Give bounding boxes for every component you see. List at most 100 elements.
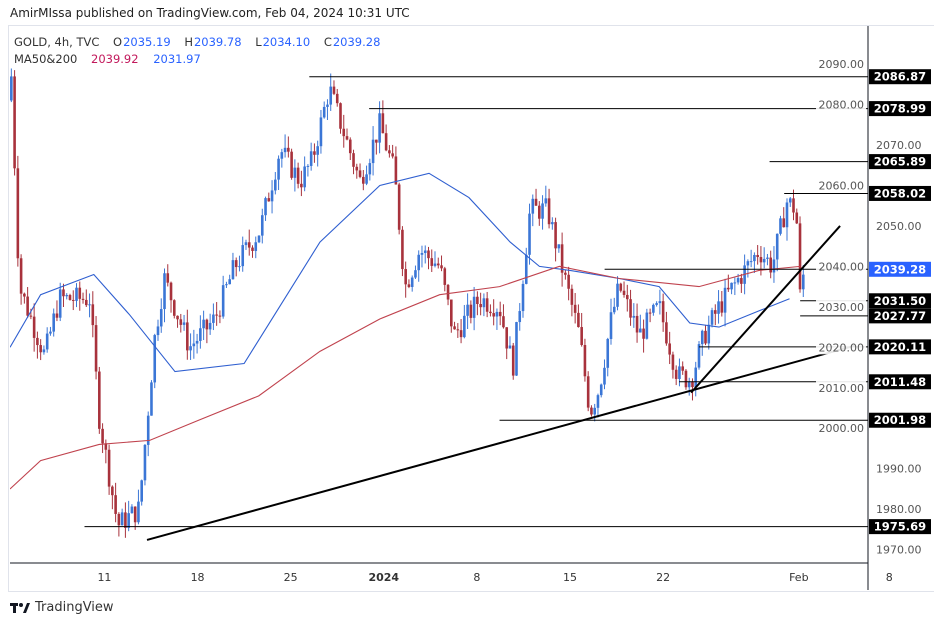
candle-up [143, 444, 147, 481]
candle-down [404, 269, 407, 285]
candle-up [616, 283, 619, 307]
candle-up [146, 415, 150, 445]
price-level-label: 1975.69 [874, 520, 926, 534]
candle-up [645, 312, 649, 339]
candle-down [55, 313, 59, 318]
candle-down [84, 299, 88, 306]
candle-up [508, 345, 512, 349]
time-tick-label: 2024 [368, 571, 399, 584]
candle-down [19, 258, 23, 294]
candle-down [124, 512, 127, 528]
symbol-label[interactable]: GOLD, 4h, TVC [14, 35, 100, 49]
candle-up [260, 215, 264, 236]
candle-down [440, 265, 443, 269]
price-tick-label: 2020.00 [819, 341, 865, 354]
candle-up [700, 330, 704, 345]
candle-up [283, 147, 287, 153]
price-tick-label-bg [816, 340, 866, 355]
candle-down [355, 166, 359, 171]
candle-up [521, 283, 525, 312]
candle-up [153, 335, 157, 383]
candle-up [410, 277, 414, 287]
candle-down [29, 315, 33, 317]
candle-down [547, 198, 551, 225]
candle-up [159, 309, 163, 327]
candle-down [251, 247, 254, 251]
candle-up [221, 285, 225, 317]
candle-down [111, 486, 114, 496]
candle-up [772, 259, 776, 273]
candle-up [472, 296, 476, 318]
candle-down [567, 274, 570, 289]
candle-up [766, 257, 769, 259]
price-level-label: 2065.89 [874, 155, 926, 169]
price-tick-label: 2070.00 [876, 139, 922, 152]
candle-down [62, 289, 65, 297]
ma-indicator-label[interactable]: MA50&200 [14, 52, 78, 66]
price-tick-label: 2080.00 [819, 99, 865, 112]
price-level-label: 2078.99 [874, 102, 926, 116]
price-level-label: 2001.98 [874, 413, 926, 427]
candle-down [117, 513, 121, 526]
open-value: 2035.19 [123, 35, 171, 49]
candle-down [713, 310, 717, 314]
candle-down [407, 284, 411, 287]
candle-up [593, 407, 597, 415]
candle-up [257, 235, 261, 243]
candle-down [215, 314, 218, 316]
candle-up [801, 274, 805, 290]
price-label-box [869, 339, 931, 355]
close-value: 2039.28 [332, 35, 381, 49]
price-tick-label-bg [816, 421, 866, 436]
candle-up [378, 113, 381, 143]
candle-down [358, 170, 362, 177]
candle-down [648, 312, 652, 314]
time-tick-label: 15 [563, 571, 577, 584]
candle-down [176, 315, 179, 320]
time-tick-label: 25 [284, 571, 298, 584]
ma-row: MA50&200 2039.92 2031.97 [14, 51, 380, 68]
candle-down [782, 218, 786, 228]
candle-down [384, 133, 388, 151]
price-tick-label: 2040.00 [819, 260, 865, 273]
ma200-value: 2031.97 [153, 52, 201, 66]
candle-down [665, 322, 668, 344]
price-level-label: 2086.87 [874, 70, 926, 84]
price-level-label: 2011.48 [874, 375, 926, 389]
candle-up [717, 301, 720, 314]
candle-down [795, 212, 799, 224]
candle-up [303, 166, 306, 188]
candle-up [420, 252, 424, 255]
candle-down [381, 113, 385, 134]
price-tick-label: 2010.00 [819, 382, 865, 395]
candle-up [779, 218, 782, 234]
price-label-box [869, 374, 931, 390]
candle-down [166, 273, 170, 283]
candle-down [720, 301, 724, 313]
candle-up [58, 289, 62, 318]
candle-up [528, 213, 531, 255]
candle-down [769, 257, 772, 273]
candle-up [710, 310, 714, 325]
candle-down [32, 316, 36, 338]
candle-down [234, 260, 238, 268]
candle-up [120, 512, 124, 526]
candle-up [788, 198, 792, 203]
candle-up [463, 315, 466, 338]
candle-up [433, 263, 437, 266]
candle-up [414, 270, 417, 278]
footer: TradingView [10, 600, 114, 615]
price-label-box [869, 101, 931, 117]
candle-down [629, 299, 632, 318]
ohlc-row: GOLD, 4h, TVC O2035.19 H2039.78 L2034.10… [14, 34, 380, 51]
candle-up [137, 501, 140, 523]
candle-down [133, 506, 137, 523]
tradingview-logo-icon [10, 602, 30, 613]
candle-up [723, 287, 727, 313]
candle-down [635, 315, 639, 333]
candle-up [678, 366, 681, 379]
tradingview-brand[interactable]: TradingView [35, 600, 114, 615]
ma50-value: 2039.92 [91, 52, 139, 66]
price-tick-label-bg [816, 259, 866, 274]
